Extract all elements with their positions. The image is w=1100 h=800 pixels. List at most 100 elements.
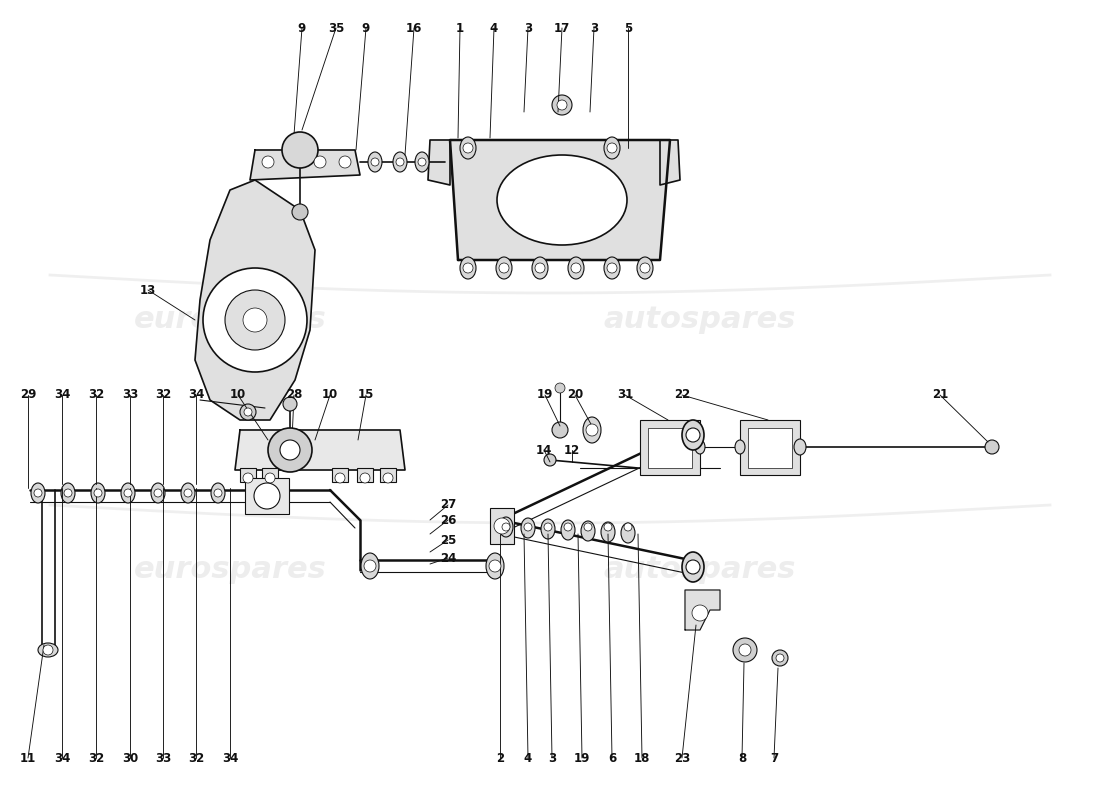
Text: 34: 34 bbox=[54, 389, 70, 402]
Text: 19: 19 bbox=[537, 389, 553, 402]
Ellipse shape bbox=[794, 439, 806, 455]
Text: 7: 7 bbox=[770, 751, 778, 765]
Text: 15: 15 bbox=[358, 389, 374, 402]
Text: 9: 9 bbox=[298, 22, 306, 34]
Ellipse shape bbox=[583, 417, 601, 443]
Text: 34: 34 bbox=[54, 751, 70, 765]
Circle shape bbox=[262, 156, 274, 168]
Ellipse shape bbox=[182, 483, 195, 503]
Text: 10: 10 bbox=[322, 389, 338, 402]
Circle shape bbox=[552, 422, 568, 438]
Text: 1: 1 bbox=[455, 22, 464, 34]
Text: 28: 28 bbox=[286, 389, 302, 402]
Ellipse shape bbox=[682, 552, 704, 582]
Circle shape bbox=[64, 489, 72, 497]
Ellipse shape bbox=[393, 152, 407, 172]
Circle shape bbox=[383, 473, 393, 483]
Text: 22: 22 bbox=[674, 389, 690, 402]
Polygon shape bbox=[428, 140, 450, 185]
Text: 13: 13 bbox=[140, 283, 156, 297]
Circle shape bbox=[463, 263, 473, 273]
Circle shape bbox=[552, 95, 572, 115]
Circle shape bbox=[733, 638, 757, 662]
Text: 35: 35 bbox=[328, 22, 344, 34]
Circle shape bbox=[418, 158, 426, 166]
Text: 23: 23 bbox=[674, 751, 690, 765]
Ellipse shape bbox=[496, 257, 512, 279]
Ellipse shape bbox=[541, 519, 556, 539]
Circle shape bbox=[544, 523, 552, 531]
Text: 2: 2 bbox=[496, 751, 504, 765]
Text: 34: 34 bbox=[188, 389, 205, 402]
Text: 6: 6 bbox=[608, 751, 616, 765]
Text: 17: 17 bbox=[554, 22, 570, 34]
Circle shape bbox=[463, 143, 473, 153]
Text: 18: 18 bbox=[634, 751, 650, 765]
Ellipse shape bbox=[460, 137, 476, 159]
Ellipse shape bbox=[601, 522, 615, 542]
Text: 3: 3 bbox=[548, 751, 557, 765]
Circle shape bbox=[490, 560, 500, 572]
Circle shape bbox=[624, 523, 632, 531]
Polygon shape bbox=[235, 430, 405, 470]
Ellipse shape bbox=[91, 483, 104, 503]
Text: 32: 32 bbox=[88, 751, 104, 765]
Ellipse shape bbox=[415, 152, 429, 172]
Polygon shape bbox=[660, 140, 680, 185]
Circle shape bbox=[371, 158, 380, 166]
Circle shape bbox=[314, 156, 326, 168]
Circle shape bbox=[339, 156, 351, 168]
Text: 27: 27 bbox=[440, 498, 456, 511]
Bar bbox=[332, 468, 348, 482]
Circle shape bbox=[243, 473, 253, 483]
Ellipse shape bbox=[604, 137, 620, 159]
Ellipse shape bbox=[460, 257, 476, 279]
Circle shape bbox=[124, 489, 132, 497]
Ellipse shape bbox=[211, 483, 226, 503]
Circle shape bbox=[686, 560, 700, 574]
Ellipse shape bbox=[361, 553, 379, 579]
Circle shape bbox=[544, 454, 556, 466]
Circle shape bbox=[265, 473, 275, 483]
Circle shape bbox=[360, 473, 370, 483]
Text: 3: 3 bbox=[524, 22, 532, 34]
Text: eurospares: eurospares bbox=[133, 306, 327, 334]
Polygon shape bbox=[450, 140, 670, 260]
Circle shape bbox=[282, 132, 318, 168]
Bar bbox=[240, 468, 256, 482]
Circle shape bbox=[154, 489, 162, 497]
Circle shape bbox=[254, 483, 280, 509]
Ellipse shape bbox=[368, 152, 382, 172]
Circle shape bbox=[686, 428, 700, 442]
Circle shape bbox=[607, 263, 617, 273]
Text: 29: 29 bbox=[20, 389, 36, 402]
Circle shape bbox=[280, 440, 300, 460]
Ellipse shape bbox=[568, 257, 584, 279]
Circle shape bbox=[214, 489, 222, 497]
Circle shape bbox=[364, 560, 376, 572]
Polygon shape bbox=[250, 150, 360, 180]
Text: eurospares: eurospares bbox=[133, 555, 327, 585]
Ellipse shape bbox=[682, 420, 704, 450]
Ellipse shape bbox=[735, 440, 745, 454]
Circle shape bbox=[556, 383, 565, 393]
Text: 5: 5 bbox=[624, 22, 632, 34]
Text: 4: 4 bbox=[490, 22, 498, 34]
Circle shape bbox=[396, 158, 404, 166]
Circle shape bbox=[772, 650, 788, 666]
Text: 31: 31 bbox=[617, 389, 634, 402]
Text: 10: 10 bbox=[230, 389, 246, 402]
Circle shape bbox=[34, 489, 42, 497]
Text: 4: 4 bbox=[524, 751, 532, 765]
Circle shape bbox=[776, 654, 784, 662]
Circle shape bbox=[557, 100, 566, 110]
Bar bbox=[262, 468, 278, 482]
Ellipse shape bbox=[151, 483, 165, 503]
Circle shape bbox=[586, 424, 598, 436]
Ellipse shape bbox=[499, 517, 513, 537]
Text: 33: 33 bbox=[155, 751, 172, 765]
Ellipse shape bbox=[621, 523, 635, 543]
Circle shape bbox=[226, 290, 285, 350]
Circle shape bbox=[94, 489, 102, 497]
Circle shape bbox=[564, 523, 572, 531]
